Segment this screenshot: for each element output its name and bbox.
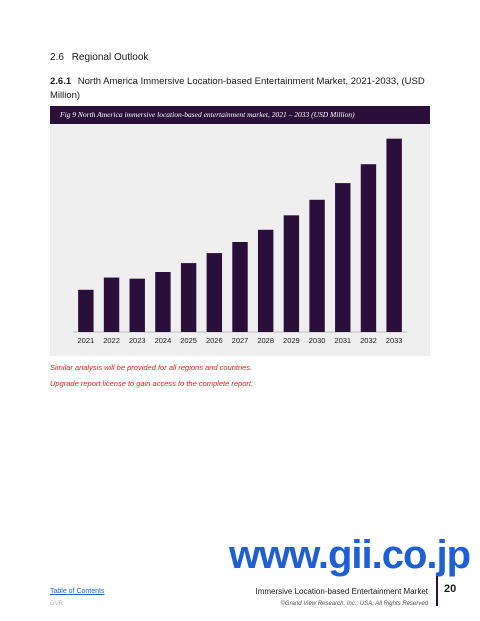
x-tick-label-2029: 2029 xyxy=(283,336,300,345)
bar-2026 xyxy=(206,253,223,332)
bar-2028 xyxy=(257,229,274,332)
table-of-contents-link[interactable]: Table of Contents xyxy=(50,588,105,595)
x-tick-label-2025: 2025 xyxy=(180,336,197,345)
bar-2033 xyxy=(386,138,402,332)
bar-2022 xyxy=(103,277,120,332)
section-number: 2.6 xyxy=(50,52,64,63)
subsection-title: North America Immersive Location-based E… xyxy=(50,76,425,101)
subsection-heading: 2.6.1 North America Immersive Location-b… xyxy=(50,75,430,103)
section-title: Regional Outlook xyxy=(71,52,149,63)
watermark-logo: www.gii.co.jp xyxy=(229,533,471,577)
x-tick-label-2024: 2024 xyxy=(155,336,172,345)
bar-2031 xyxy=(335,183,351,332)
footer-divider xyxy=(436,576,438,606)
x-tick-label-2027: 2027 xyxy=(232,336,249,345)
bar-2021 xyxy=(78,289,94,332)
subsection-number: 2.6.1 xyxy=(50,76,72,87)
bar-chart: 2021 2022 2023 2024 2025 2026 2027 2028 2029 2030… xyxy=(73,138,407,345)
bar-2024 xyxy=(155,272,171,332)
page-number: 20 xyxy=(444,583,457,595)
x-tick-label-2028: 2028 xyxy=(257,336,274,345)
note-upgrade-license: Upgrade report license to gain access to… xyxy=(50,379,254,388)
note-similar-analysis: Similar analysis will be provided for al… xyxy=(50,363,253,372)
x-tick-label-2033: 2033 xyxy=(386,336,403,345)
bar-2032 xyxy=(360,164,377,332)
x-tick-label-2026: 2026 xyxy=(206,336,223,345)
bar-2023 xyxy=(129,278,145,332)
bar-2029 xyxy=(283,215,300,332)
x-tick-label-2032: 2032 xyxy=(360,336,377,345)
figure-caption: Fig 9 North America immersive location-b… xyxy=(50,106,430,124)
chart-container: Fig 9 North America immersive location-b… xyxy=(50,106,430,356)
x-tick-label-2021: 2021 xyxy=(78,336,95,345)
bar-2030 xyxy=(309,199,325,332)
footer-report-title: Immersive Location-based Entertainment M… xyxy=(255,587,428,596)
x-tick-label-2031: 2031 xyxy=(334,336,351,345)
section-heading: 2.6 Regional Outlook xyxy=(50,52,148,63)
x-tick-label-2022: 2022 xyxy=(103,336,120,345)
bar-2027 xyxy=(232,242,248,332)
footer-copyright: ©Grand View Research, Inc., USA, All Rig… xyxy=(280,601,428,607)
x-tick-label-2023: 2023 xyxy=(129,336,146,345)
bar-2025 xyxy=(180,263,197,332)
x-tick-label-2030: 2030 xyxy=(309,336,326,345)
footer-code: GVR xyxy=(50,601,64,607)
